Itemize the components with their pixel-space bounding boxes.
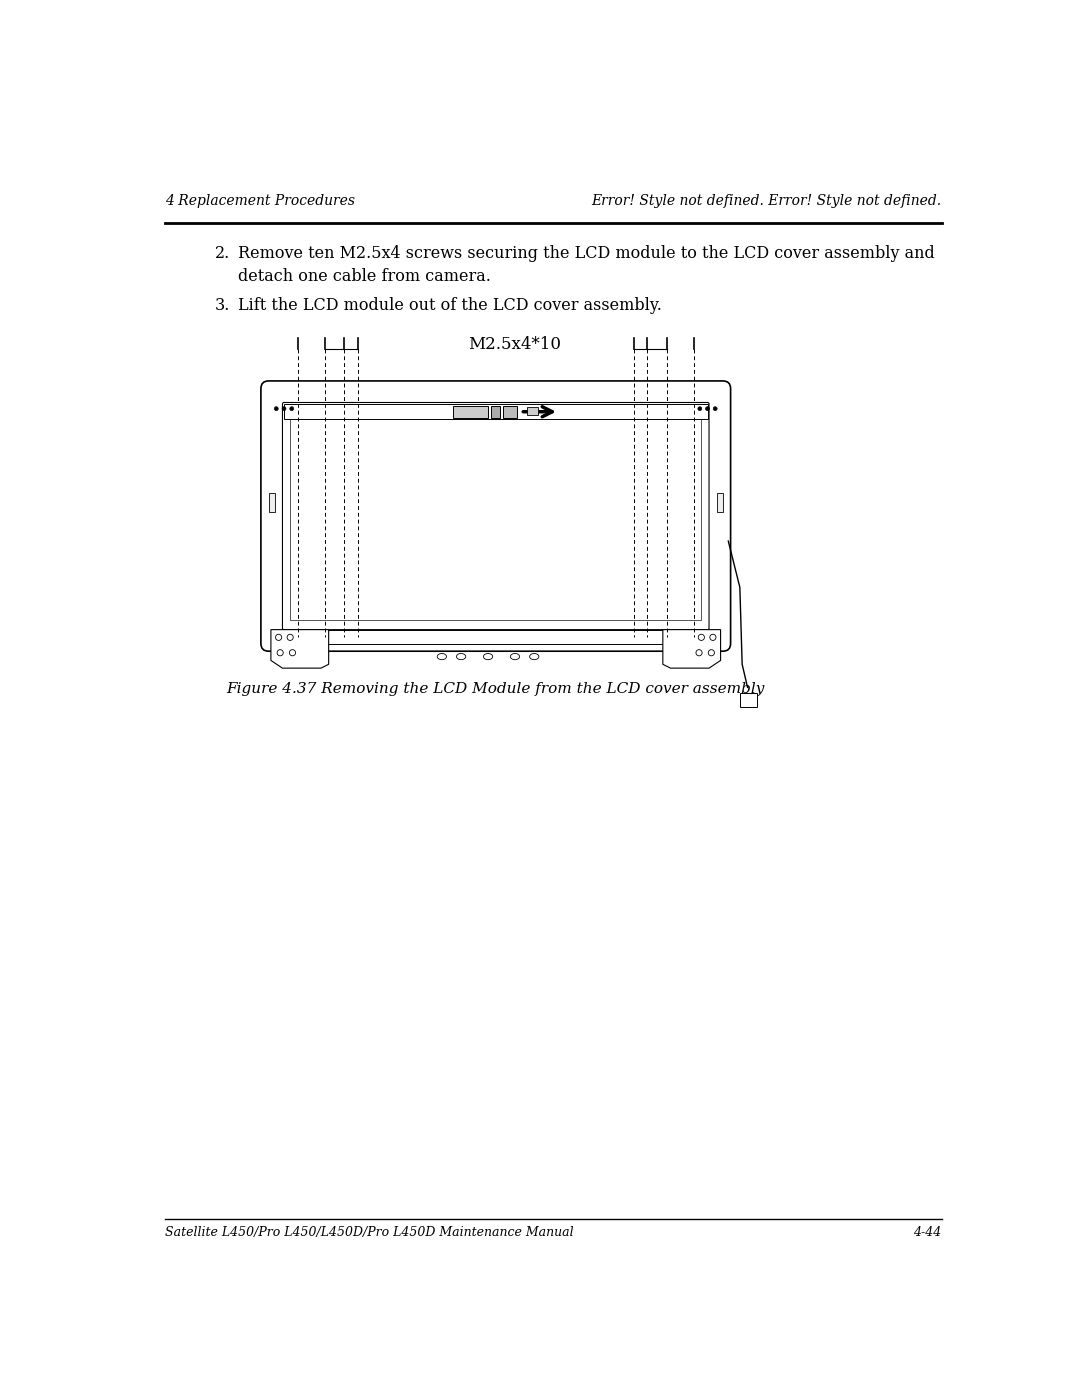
Bar: [740, 693, 757, 707]
Circle shape: [275, 634, 282, 640]
Bar: [491, 405, 500, 418]
Bar: [502, 405, 516, 418]
Ellipse shape: [529, 654, 539, 659]
Circle shape: [710, 634, 716, 640]
Polygon shape: [663, 630, 720, 668]
Text: 4-44: 4-44: [914, 1227, 942, 1239]
Text: M2.5x4*10: M2.5x4*10: [469, 335, 562, 352]
Circle shape: [708, 650, 715, 655]
Ellipse shape: [511, 654, 519, 659]
Polygon shape: [271, 630, 328, 668]
Text: Figure 4.37 Removing the LCD Module from the LCD cover assembly: Figure 4.37 Removing the LCD Module from…: [227, 682, 765, 696]
Ellipse shape: [484, 654, 492, 659]
Bar: [454, 405, 488, 418]
Circle shape: [289, 650, 296, 655]
Circle shape: [278, 650, 283, 655]
Circle shape: [282, 407, 286, 411]
Circle shape: [698, 407, 702, 411]
Text: Remove ten M2.5x4 screws securing the LCD module to the LCD cover assembly and: Remove ten M2.5x4 screws securing the LC…: [238, 244, 934, 261]
Bar: [284, 404, 707, 419]
Circle shape: [699, 634, 704, 640]
Text: 4 Replacement Procedures: 4 Replacement Procedures: [165, 194, 355, 208]
FancyBboxPatch shape: [261, 381, 730, 651]
Bar: [269, 493, 274, 511]
Text: Error! Style not defined. Error! Style not defined.: Error! Style not defined. Error! Style n…: [592, 194, 942, 208]
Circle shape: [287, 634, 294, 640]
Circle shape: [705, 407, 710, 411]
Ellipse shape: [457, 654, 465, 659]
Circle shape: [713, 407, 717, 411]
Ellipse shape: [437, 654, 446, 659]
Text: Lift the LCD module out of the LCD cover assembly.: Lift the LCD module out of the LCD cover…: [238, 298, 662, 314]
Text: 2.: 2.: [215, 244, 230, 261]
Circle shape: [696, 650, 702, 655]
Bar: [284, 630, 707, 644]
Text: detach one cable from camera.: detach one cable from camera.: [238, 268, 490, 285]
Text: 3.: 3.: [215, 298, 230, 314]
Bar: [527, 407, 538, 415]
Bar: [717, 493, 723, 511]
FancyBboxPatch shape: [283, 402, 710, 630]
Bar: [291, 411, 701, 620]
Text: Satellite L450/Pro L450/L450D/Pro L450D Maintenance Manual: Satellite L450/Pro L450/L450D/Pro L450D …: [165, 1227, 575, 1239]
Circle shape: [274, 407, 279, 411]
Circle shape: [289, 407, 294, 411]
